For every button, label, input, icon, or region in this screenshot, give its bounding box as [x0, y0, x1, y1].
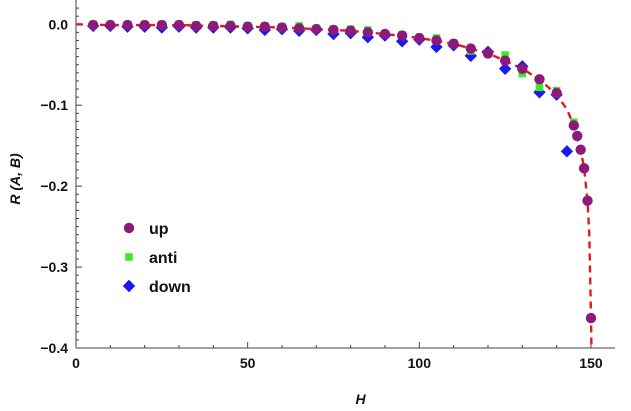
axes: 0 50 100 150 0.0 −0.1 −0.2 −0.3 −0.4	[40, 0, 615, 371]
y-axis-title: R (A, B)	[7, 153, 23, 205]
up-point	[208, 20, 219, 32]
up-point	[293, 23, 305, 34]
up-point	[87, 19, 99, 31]
up-point	[414, 32, 425, 44]
up-point	[551, 87, 562, 99]
up-point	[572, 130, 583, 142]
up-point	[448, 38, 459, 49]
up-point	[328, 24, 339, 36]
x-tick-label: 50	[240, 355, 256, 371]
up-point	[517, 63, 528, 74]
legend-label-down: down	[149, 279, 191, 296]
legend-marker-up	[123, 222, 135, 234]
fit-curve	[76, 23, 593, 348]
anti-point	[535, 83, 544, 92]
up-point	[465, 43, 477, 54]
legend-marker-anti	[125, 253, 133, 261]
up-point	[122, 19, 133, 31]
series-up	[87, 19, 597, 324]
fit-curve-layer	[76, 23, 593, 348]
y-tick-label: −0.2	[40, 178, 68, 194]
up-point	[345, 25, 356, 36]
up-point	[575, 144, 586, 155]
x-axis-title: H	[355, 391, 366, 407]
up-point	[379, 28, 391, 40]
up-point	[578, 163, 590, 174]
y-tick-label: −0.3	[40, 259, 68, 275]
data-points-layer	[86, 19, 597, 324]
x-tick-label: 0	[72, 355, 80, 371]
up-point	[396, 30, 408, 41]
down-point	[498, 62, 512, 75]
legend: up anti down	[122, 221, 191, 296]
anti-point	[501, 51, 509, 59]
y-tick-label: 0.0	[49, 16, 69, 32]
up-point	[276, 22, 288, 33]
x-tick-label: 150	[579, 355, 603, 371]
up-point	[582, 195, 593, 206]
down-point	[560, 145, 574, 158]
up-point	[499, 55, 511, 66]
up-point	[362, 27, 374, 38]
legend-label-anti: anti	[149, 250, 177, 267]
up-point	[139, 19, 150, 31]
y-tick-label: −0.4	[40, 340, 68, 356]
up-point	[311, 23, 322, 35]
down-point	[533, 86, 546, 99]
x-tick-label: 100	[408, 355, 432, 371]
up-point	[431, 35, 442, 46]
up-point	[242, 21, 253, 32]
up-point	[482, 48, 494, 59]
up-point	[225, 20, 236, 32]
up-point	[585, 312, 597, 324]
up-point	[173, 19, 185, 31]
up-point	[156, 19, 168, 31]
up-point	[534, 74, 545, 85]
series-down	[86, 19, 574, 158]
up-point	[568, 120, 580, 131]
legend-marker-down	[122, 279, 136, 293]
up-point	[105, 19, 116, 31]
y-tick-label: −0.1	[40, 97, 68, 113]
up-point	[190, 20, 202, 32]
up-point	[259, 21, 271, 32]
legend-label-up: up	[149, 221, 169, 238]
